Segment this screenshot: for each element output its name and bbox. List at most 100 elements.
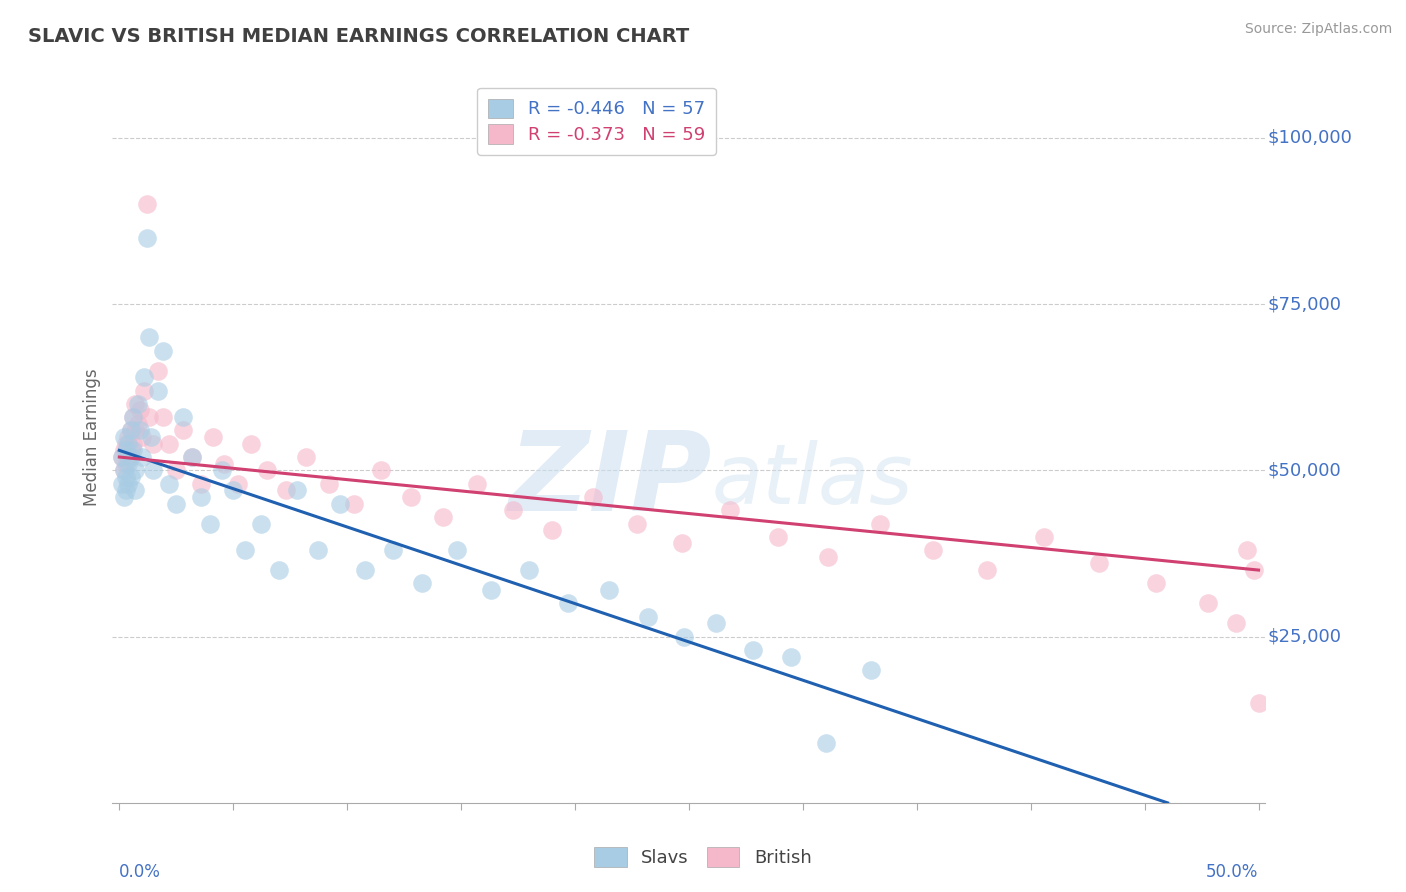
Point [115, 457, 138, 471]
Point [146, 384, 169, 398]
Point [921, 543, 943, 558]
Point [780, 649, 803, 664]
Point [165, 463, 187, 477]
Point [165, 497, 187, 511]
Point [256, 463, 278, 477]
Point [120, 424, 142, 438]
Legend: Slavs, British: Slavs, British [588, 839, 818, 874]
Point [285, 483, 308, 498]
Point [122, 410, 145, 425]
Point [152, 410, 174, 425]
Point [295, 450, 318, 464]
Point [399, 490, 422, 504]
Text: ZIP: ZIP [509, 427, 711, 534]
Point [124, 483, 146, 498]
Point [159, 476, 181, 491]
Point [381, 543, 404, 558]
Point [582, 490, 605, 504]
Point [1247, 696, 1270, 710]
Point [249, 516, 271, 531]
Y-axis label: Median Earnings: Median Earnings [83, 368, 101, 506]
Point [127, 417, 149, 431]
Point [718, 503, 741, 517]
Point [1236, 543, 1258, 558]
Point [120, 470, 142, 484]
Point [240, 436, 263, 450]
Point [557, 596, 579, 610]
Point [112, 490, 135, 504]
Point [159, 436, 181, 450]
Point [138, 410, 160, 425]
Point [671, 536, 693, 550]
Point [411, 576, 433, 591]
Point [131, 450, 153, 464]
Text: Source: ZipAtlas.com: Source: ZipAtlas.com [1244, 22, 1392, 37]
Text: $100,000: $100,000 [1268, 128, 1353, 147]
Point [626, 516, 648, 531]
Point [190, 490, 212, 504]
Point [814, 736, 837, 750]
Point [817, 549, 839, 564]
Point [112, 443, 135, 458]
Point [134, 384, 156, 398]
Point [222, 483, 245, 498]
Point [181, 450, 204, 464]
Point [637, 609, 659, 624]
Point [115, 470, 138, 484]
Point [117, 436, 139, 450]
Point [502, 503, 524, 517]
Point [142, 463, 165, 477]
Point [172, 410, 194, 425]
Point [146, 363, 169, 377]
Point [152, 343, 174, 358]
Point [201, 430, 224, 444]
Point [233, 543, 256, 558]
Point [343, 497, 366, 511]
Point [138, 330, 160, 344]
Point [134, 370, 156, 384]
Point [172, 424, 194, 438]
Point [976, 563, 998, 577]
Point [181, 450, 204, 464]
Point [354, 563, 377, 577]
Point [124, 463, 146, 477]
Point [115, 483, 138, 498]
Point [117, 476, 139, 491]
Point [741, 643, 763, 657]
Point [141, 430, 163, 444]
Point [122, 410, 145, 425]
Point [1197, 596, 1219, 610]
Point [446, 543, 468, 558]
Point [370, 463, 392, 477]
Text: $75,000: $75,000 [1268, 295, 1341, 313]
Point [124, 397, 146, 411]
Point [110, 476, 132, 491]
Text: 50.0%: 50.0% [1206, 863, 1258, 880]
Point [598, 582, 620, 597]
Point [1225, 616, 1247, 631]
Point [869, 516, 891, 531]
Point [122, 436, 145, 450]
Point [135, 230, 157, 244]
Point [120, 443, 142, 458]
Point [465, 476, 488, 491]
Point [122, 443, 145, 458]
Point [318, 476, 340, 491]
Point [1033, 530, 1056, 544]
Point [135, 197, 157, 211]
Point [110, 450, 132, 464]
Point [117, 430, 139, 444]
Point [128, 424, 150, 438]
Text: 0.0%: 0.0% [120, 863, 162, 880]
Point [124, 424, 146, 438]
Point [479, 582, 502, 597]
Point [541, 523, 564, 537]
Point [1088, 557, 1111, 571]
Point [329, 497, 352, 511]
Point [766, 530, 789, 544]
Text: $50,000: $50,000 [1268, 461, 1341, 479]
Point [115, 443, 138, 458]
Point [120, 450, 142, 464]
Point [1243, 563, 1265, 577]
Point [860, 663, 883, 677]
